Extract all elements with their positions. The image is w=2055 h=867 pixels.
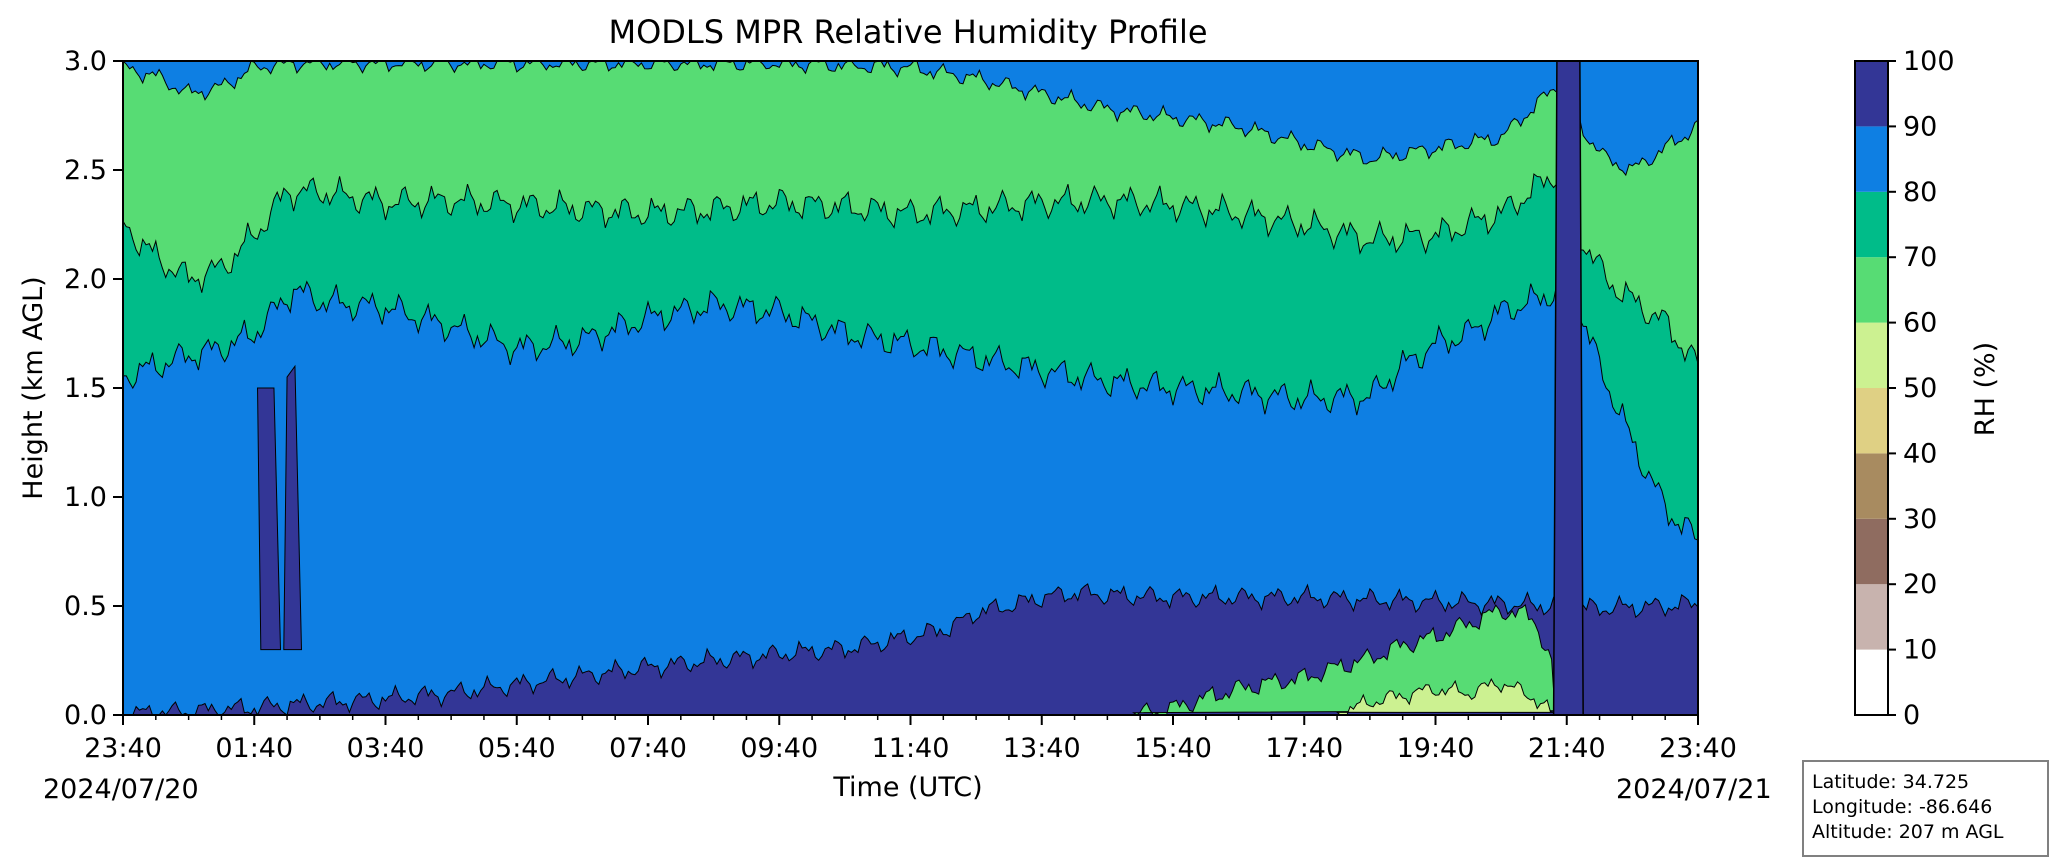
colorbar-swatch (1855, 257, 1888, 323)
colorbar: 0 10 20 30 40 50 60 70 80 90 100 (1854, 46, 1955, 731)
contour-band-60-70-surface (1132, 604, 1556, 715)
colorbar-swatch (1855, 322, 1888, 388)
colorbar-tick-label: 90 (1903, 111, 1937, 142)
x-tick-label: 13:40 (1003, 733, 1081, 764)
altitude-text: Altitude: 207 m AGL (1812, 821, 2004, 843)
colorbar-swatch (1855, 388, 1888, 454)
x-tick-label: 23:40 (84, 733, 162, 764)
colorbar-swatch (1855, 191, 1888, 258)
colorbar-swatch (1855, 518, 1888, 585)
y-tick-label: 1.5 (64, 373, 107, 404)
x-axis-label: Time (UTC) (832, 772, 982, 803)
colorbar-tick-label: 30 (1903, 504, 1937, 535)
colorbar-tick-label: 80 (1903, 177, 1937, 208)
colorbar-tick-label: 100 (1903, 46, 1955, 77)
colorbar-swatch (1855, 584, 1888, 650)
contour-band-50-60-surface (1335, 677, 1554, 715)
x-tick-label: 21:40 (1528, 733, 1606, 764)
colorbar-tick-label: 40 (1903, 438, 1937, 469)
x-tick-label: 17:40 (1265, 733, 1343, 764)
x-tick-label: 15:40 (1134, 733, 1212, 764)
x-axis: 23:40 01:40 03:40 05:40 07:40 09:40 11:40 13:40… (84, 715, 1737, 764)
colorbar-swatch (1855, 453, 1888, 519)
y-tick-label: 3.0 (64, 46, 107, 77)
x-tick-label: 01:40 (215, 733, 293, 764)
colorbar-swatch (1855, 61, 1888, 127)
y-tick-label: 1.0 (64, 482, 107, 513)
colorbar-tick-label: 20 (1903, 569, 1937, 600)
colorbar-label: RH (%) (1970, 342, 2001, 436)
saturated-column-early (257, 364, 303, 651)
colorbar-swatch (1855, 649, 1888, 715)
colorbar-tick-label: 0 (1903, 700, 1920, 731)
colorbar-tick-label: 70 (1903, 242, 1937, 273)
contour-plot-area (123, 61, 1698, 715)
colorbar-tick-label: 60 (1903, 308, 1937, 339)
saturated-column-late (1552, 61, 1584, 715)
y-tick-label: 2.5 (64, 155, 107, 186)
y-tick-label: 0.0 (64, 700, 107, 731)
longitude-text: Longitude: -86.646 (1812, 796, 1993, 818)
x-tick-label: 23:40 (1659, 733, 1737, 764)
x-tick-label: 09:40 (740, 733, 818, 764)
colorbar-tick-label: 10 (1903, 635, 1937, 666)
x-tick-label: 07:40 (609, 733, 687, 764)
colorbar-tick-label: 50 (1903, 373, 1937, 404)
colorbar-swatch (1855, 126, 1888, 192)
x-tick-label: 19:40 (1397, 733, 1475, 764)
y-tick-label: 2.0 (64, 264, 107, 295)
chart-title: MODLS MPR Relative Humidity Profile (608, 13, 1207, 51)
y-axis-label: Height (km AGL) (18, 276, 49, 499)
y-axis: 0.0 0.5 1.0 1.5 2.0 2.5 3.0 (64, 46, 123, 731)
x-tick-label: 11:40 (872, 733, 950, 764)
date-end-label: 2024/07/21 (1616, 774, 1772, 805)
date-start-label: 2024/07/20 (43, 774, 199, 805)
latitude-text: Latitude: 34.725 (1812, 771, 1970, 793)
x-tick-label: 03:40 (347, 733, 425, 764)
x-tick-label: 05:40 (478, 733, 556, 764)
y-tick-label: 0.5 (64, 591, 107, 622)
station-info-box: Latitude: 34.725 Longitude: -86.646 Alti… (1802, 760, 2049, 857)
